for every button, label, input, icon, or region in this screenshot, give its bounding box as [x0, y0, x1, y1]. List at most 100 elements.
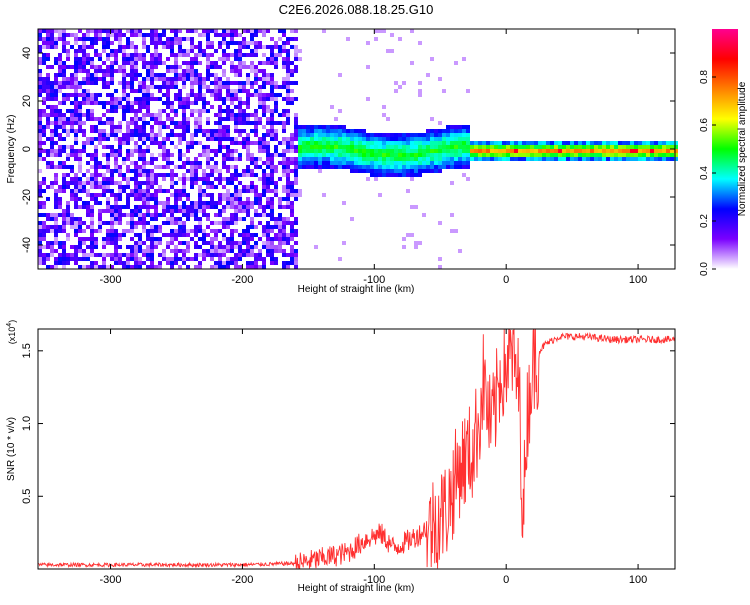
spectrogram-cell: [62, 125, 66, 129]
spectrogram-cell: [282, 185, 286, 189]
spectrogram-cell: [134, 257, 138, 261]
spectrogram-cell: [238, 153, 242, 157]
spectrogram-cell: [110, 221, 114, 225]
spectrogram-cell: [338, 129, 342, 133]
spectrogram-cell: [170, 169, 174, 173]
spectrogram-cell: [290, 137, 294, 141]
spectrogram-cell: [234, 241, 238, 245]
spectrogram-cell: [70, 197, 74, 201]
spectrogram-cell: [130, 177, 134, 181]
spectrogram-cell: [58, 201, 62, 205]
spectrogram-cell: [98, 69, 102, 73]
spectrogram-cell: [618, 153, 622, 157]
spectrogram-cell: [78, 149, 82, 153]
spectrogram-cell: [226, 137, 230, 141]
spectrogram-cell: [314, 129, 318, 133]
spectrogram-cell: [518, 149, 522, 153]
spectrogram-cell: [274, 85, 278, 89]
spectrogram-cell: [222, 193, 226, 197]
spectrogram-cell: [74, 129, 78, 133]
spectrogram-cell: [258, 93, 262, 97]
spectrogram-cell: [278, 217, 282, 221]
spectrogram-cell: [54, 221, 58, 225]
spectrogram-cell: [370, 157, 374, 161]
spectrogram-cell: [142, 173, 146, 177]
spectrogram-cell: [274, 109, 278, 113]
spectrogram-cell: [266, 189, 270, 193]
spectrogram-cell: [266, 145, 270, 149]
spectrogram-cell: [402, 81, 406, 85]
spectrogram-cell: [130, 217, 134, 221]
spectrogram-cell: [54, 241, 58, 245]
spectrogram-cell: [146, 205, 150, 209]
spectrogram-cell: [94, 197, 98, 201]
spectrogram-cell: [130, 209, 134, 213]
spectrogram-cell: [430, 133, 434, 137]
spectrogram-cell: [130, 53, 134, 57]
spectrogram-cell: [58, 33, 62, 37]
spectrogram-cell: [130, 33, 134, 37]
spectrogram-cell: [274, 149, 278, 153]
spectrogram-cell: [382, 169, 386, 173]
spectrogram-cell: [190, 85, 194, 89]
spectrogram-cell: [46, 77, 50, 81]
spectrogram-cell: [182, 213, 186, 217]
spectrogram-cell: [106, 57, 110, 61]
spectrogram-cell: [110, 177, 114, 181]
spectrogram-cell: [62, 161, 66, 165]
spectrogram-cell: [42, 125, 46, 129]
spectrogram-cell: [54, 57, 58, 61]
spectrogram-cell: [650, 141, 654, 145]
spectrogram-cell: [326, 137, 330, 141]
spectrogram-cell: [230, 201, 234, 205]
spectrogram-cell: [238, 81, 242, 85]
spectrogram-cell: [262, 29, 266, 33]
spectrogram-cell: [418, 145, 422, 149]
spectrogram-cell: [558, 157, 562, 161]
spectrogram-cell: [78, 265, 82, 269]
spectrogram-cell: [38, 73, 42, 77]
spectrogram-cell: [306, 141, 310, 145]
spectrogram-cell: [38, 113, 42, 117]
spectrogram-cell: [138, 157, 142, 161]
spectrogram-cell: [378, 193, 382, 197]
spectrogram-cell: [354, 141, 358, 145]
spectrogram-cell: [126, 229, 130, 233]
spectrogram-cell: [246, 45, 250, 49]
spectrogram-cell: [318, 129, 322, 133]
spectrogram-cell: [86, 61, 90, 65]
spectrogram-cell: [114, 201, 118, 205]
spectrogram-cell: [362, 133, 366, 137]
spectrogram-cell: [286, 237, 290, 241]
spectrogram-cell: [86, 101, 90, 105]
spectrogram-cell: [298, 129, 302, 133]
spectrogram-cell: [274, 137, 278, 141]
spectrogram-cell: [458, 133, 462, 137]
spectrogram-cell: [122, 253, 126, 257]
spectrogram-cell: [342, 241, 346, 245]
spectrogram-cell: [226, 129, 230, 133]
spectrogram-cell: [582, 157, 586, 161]
spectrogram-cell: [170, 105, 174, 109]
spectrogram-cell: [354, 161, 358, 165]
spectrogram-cell: [190, 185, 194, 189]
spectrogram-cell: [366, 137, 370, 141]
spectrogram-cell: [322, 149, 326, 153]
spectrogram-cell: [166, 45, 170, 49]
spectrogram-cell: [262, 189, 266, 193]
spectrogram-cell: [58, 89, 62, 93]
spectrogram-cell: [66, 185, 70, 189]
spectrogram-cell: [38, 201, 42, 205]
spectrogram-cell: [218, 213, 222, 217]
spectrogram-cell: [142, 225, 146, 229]
spectrogram-cell: [482, 145, 486, 149]
spectrogram-cell: [214, 65, 218, 69]
spectrogram-cell: [206, 185, 210, 189]
spectrogram-cell: [158, 241, 162, 245]
spectrogram-cell: [434, 137, 438, 141]
spectrogram-cell: [202, 105, 206, 109]
spectrogram-cell: [286, 77, 290, 81]
spectrogram-cell: [38, 149, 42, 153]
spectrogram-cell: [78, 105, 82, 109]
spectrogram-cell: [62, 245, 66, 249]
